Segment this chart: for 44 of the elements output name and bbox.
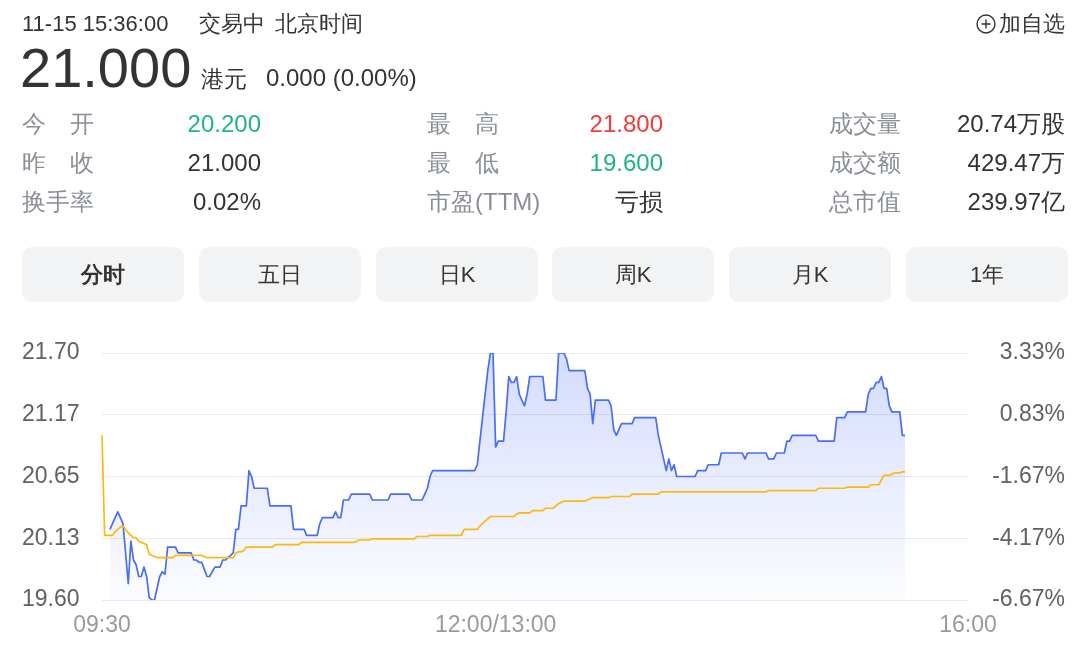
text: 港元: [201, 65, 247, 93]
x-tick-label: 09:30: [73, 611, 131, 638]
y2-tick-label: -4.17%: [992, 523, 1065, 550]
tab-button[interactable]: 周K: [552, 247, 714, 302]
text: 0.02%: [192, 188, 261, 216]
text: 21.800: [589, 110, 663, 138]
tab-button[interactable]: 1年: [906, 247, 1068, 302]
text: 换手率: [22, 188, 94, 216]
text: 市盈(TTM): [427, 188, 541, 216]
text: 昨 收: [22, 149, 94, 177]
y2-tick-label: -6.67%: [992, 585, 1065, 612]
x-tick-label: 16:00: [939, 611, 997, 638]
text: 成交量: [829, 110, 901, 138]
text: 20.74万股: [956, 110, 1065, 138]
y2-tick-label: 3.33%: [999, 338, 1065, 365]
tab-button[interactable]: 五日: [199, 247, 361, 302]
tab-button[interactable]: 分时: [22, 247, 184, 302]
y2-tick-label: -1.67%: [992, 461, 1065, 488]
text: 20.200: [187, 110, 261, 138]
text: 交易中: [199, 11, 265, 37]
y-tick-label: 21.70: [22, 338, 80, 365]
y-tick-label: 20.65: [22, 461, 80, 488]
text: 加自选: [999, 11, 1065, 37]
y-tick-label: 21.17: [22, 400, 80, 427]
text: 总市值: [829, 188, 901, 216]
text: 最 低: [427, 149, 499, 177]
text: 21.000: [187, 149, 261, 177]
text: 239.97亿: [967, 188, 1065, 216]
y-tick-label: 20.13: [22, 523, 80, 550]
text: 19.600: [589, 149, 663, 177]
tab-button[interactable]: 月K: [729, 247, 891, 302]
text: 429.47万: [967, 149, 1065, 177]
text: 今 开: [22, 110, 94, 138]
text: 亏损: [615, 188, 663, 216]
text: 21.000: [20, 35, 192, 101]
x-tick-label: 12:00/13:00: [434, 611, 557, 638]
text: 最 高: [427, 110, 499, 138]
y-tick-label: 19.60: [22, 585, 80, 612]
tab-button[interactable]: 日K: [376, 247, 538, 302]
text: 11-15 15:36:00: [22, 11, 169, 37]
text: 北京时间: [275, 11, 363, 37]
y2-tick-label: 0.83%: [999, 400, 1065, 427]
text: 0.000 (0.00%): [266, 64, 417, 92]
text: 成交额: [829, 149, 901, 177]
